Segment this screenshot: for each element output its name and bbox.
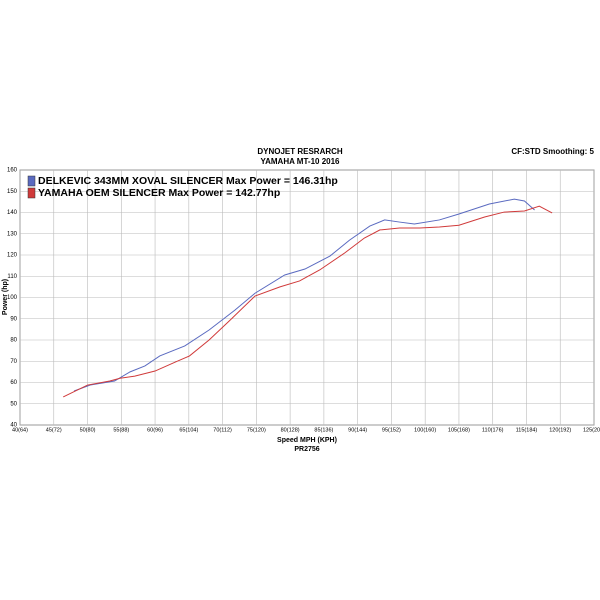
x-axis-label: Speed MPH (KPH) (277, 437, 337, 444)
y-tick-label: 130 (7, 231, 18, 237)
x-tick-label: 120(192) (549, 427, 571, 433)
x-tick-label: 50(80) (80, 427, 96, 433)
x-tick-label: 80(128) (281, 427, 300, 433)
y-tick-label: 60 (10, 380, 17, 386)
x-tick-label: 55(88) (113, 427, 129, 433)
x-tick-label: 105(168) (448, 427, 470, 433)
y-tick-label: 90 (10, 316, 17, 322)
run-id: PR2756 (294, 446, 319, 453)
y-tick-label: 110 (7, 274, 17, 280)
y-tick-label: 40 (10, 423, 17, 429)
series-line (73, 198, 535, 392)
x-tick-label: 40(64) (12, 427, 28, 433)
x-tick-label: 65(104) (179, 427, 198, 433)
x-tick-label: 95(152) (382, 427, 401, 433)
series-line (62, 205, 553, 398)
y-axis-label: Power (hp) (2, 279, 9, 315)
x-tick-label: 70(112) (213, 427, 232, 433)
x-tick-label: 115(184) (516, 427, 538, 433)
corner-note: CF:STD Smoothing: 5 (511, 147, 594, 156)
legend-swatch (27, 187, 36, 199)
legend-swatch (27, 175, 36, 187)
x-tick-label: 75(120) (247, 427, 266, 433)
x-tick-label: 45(72) (46, 427, 62, 433)
y-tick-label: 150 (7, 189, 18, 195)
y-tick-label: 70 (10, 359, 17, 365)
x-tick-label: 125(201) (583, 427, 600, 433)
x-tick-label: 60(96) (147, 427, 163, 433)
chart-subtitle: YAMAHA MT-10 2016 (261, 157, 341, 166)
y-tick-label: 140 (7, 210, 18, 216)
y-tick-label: 50 (10, 401, 17, 407)
x-tick-label: 90(144) (348, 427, 367, 433)
chart-title: DYNOJET RESRARCH (257, 147, 343, 156)
y-tick-label: 160 (7, 168, 18, 174)
x-tick-label: 85(136) (314, 427, 333, 433)
legend-label: YAMAHA OEM SILENCER Max Power = 142.77hp (38, 187, 280, 199)
y-tick-label: 80 (10, 338, 17, 344)
y-tick-label: 100 (7, 295, 18, 301)
x-tick-label: 100(160) (414, 427, 436, 433)
legend-label: DELKEVIC 343MM XOVAL SILENCER Max Power … (38, 175, 338, 187)
x-tick-label: 110(176) (482, 427, 504, 433)
y-tick-label: 120 (7, 253, 18, 259)
